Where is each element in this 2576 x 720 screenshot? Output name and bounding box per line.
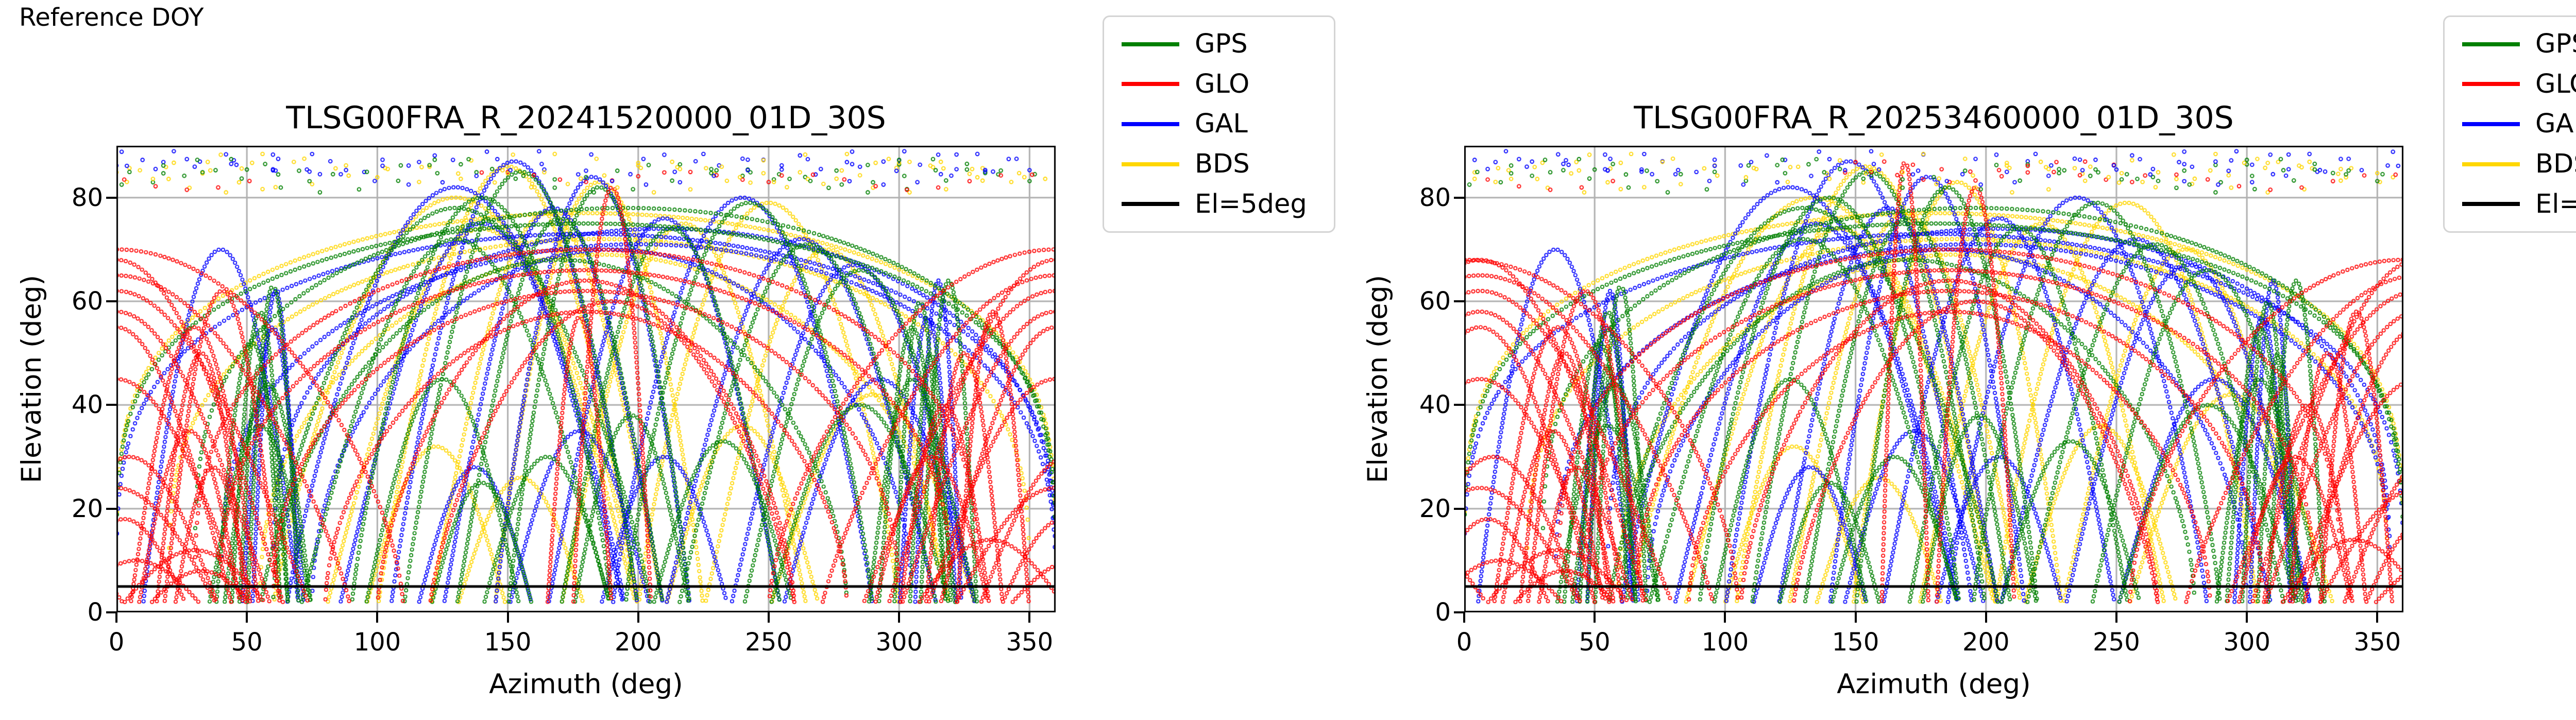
- subplot-1-title: TLSG00FRA_R_20241520000_01D_30S: [286, 100, 886, 136]
- legend-entry-bds: BDS: [1122, 151, 1334, 177]
- legend-label: GPS: [2535, 29, 2576, 60]
- x-tick-label: 150: [484, 628, 532, 657]
- legend-label: GLO: [2535, 68, 2576, 99]
- x-tick-label: 200: [614, 628, 662, 657]
- y-tick-label: 40: [71, 390, 103, 420]
- x-tick-mark: [246, 612, 248, 623]
- y-tick-mark: [106, 611, 116, 613]
- x-tick-mark: [898, 612, 901, 623]
- x-tick-mark: [1594, 612, 1596, 623]
- legend-line-sample: [1122, 42, 1179, 46]
- x-tick-mark: [1724, 612, 1726, 623]
- legend-line-sample: [2462, 122, 2520, 126]
- x-tick-mark: [1854, 612, 1857, 623]
- x-tick-mark: [637, 612, 639, 623]
- x-tick-label: 350: [2353, 628, 2401, 657]
- legend-label: El=5deg: [2535, 188, 2576, 219]
- legend-line-sample: [2462, 42, 2520, 46]
- legend-entry-el-5deg: El=5deg: [1122, 191, 1334, 217]
- x-tick-mark: [2115, 612, 2117, 623]
- x-tick-label: 50: [231, 628, 263, 657]
- subplot-1-plot-area: [116, 146, 1056, 612]
- subplot-2-plot-area: [1464, 146, 2403, 612]
- legend-entry-gps: GPS: [1122, 31, 1334, 57]
- legend-label: GPS: [1195, 29, 1248, 60]
- legend-label: BDS: [2535, 149, 2576, 180]
- y-tick-mark: [1454, 507, 1464, 510]
- figure-suptitle: Reference DOY: [19, 3, 204, 32]
- subplot-2-xaxis-label: Azimuth (deg): [1837, 668, 2031, 700]
- y-tick-mark: [106, 300, 116, 302]
- y-tick-mark: [1454, 300, 1464, 302]
- x-tick-label: 50: [1579, 628, 1611, 657]
- y-tick-mark: [106, 507, 116, 510]
- y-tick-label: 60: [71, 287, 103, 316]
- legend-entry-glo: GLO: [1122, 71, 1334, 97]
- x-tick-label: 200: [1962, 628, 2010, 657]
- y-tick-label: 20: [1419, 494, 1451, 523]
- x-tick-label: 100: [1701, 628, 1749, 657]
- x-tick-mark: [506, 612, 509, 623]
- y-tick-label: 60: [1419, 287, 1451, 316]
- legend-line-sample: [1122, 82, 1179, 87]
- y-tick-label: 0: [1435, 598, 1451, 627]
- x-tick-label: 300: [875, 628, 923, 657]
- x-tick-label: 0: [1456, 628, 1472, 657]
- legend-line-sample: [1122, 122, 1179, 126]
- legend-entry-glo: GLO: [2462, 71, 2576, 97]
- subplot-1-xaxis-label: Azimuth (deg): [489, 668, 683, 700]
- legend-line-sample: [2462, 82, 2520, 87]
- legend-label: BDS: [1195, 149, 1250, 180]
- x-tick-label: 250: [745, 628, 792, 657]
- legend-entry-gal: GAL: [1122, 111, 1334, 137]
- y-tick-mark: [1454, 404, 1464, 406]
- x-tick-label: 150: [1832, 628, 1879, 657]
- legend-label: El=5deg: [1195, 188, 1307, 219]
- legend-entry-gps: GPS: [2462, 31, 2576, 57]
- y-tick-mark: [1454, 196, 1464, 199]
- legend-line-sample: [2462, 162, 2520, 166]
- legend-label: GAL: [1195, 109, 1248, 140]
- legend-subplot-2: GPS GLO GAL BDS El=5deg: [2443, 15, 2576, 233]
- legend-label: GLO: [1195, 68, 1250, 99]
- y-tick-mark: [106, 196, 116, 199]
- x-tick-mark: [1463, 612, 1465, 623]
- x-tick-mark: [1985, 612, 1987, 623]
- x-tick-mark: [767, 612, 770, 623]
- x-tick-mark: [2246, 612, 2248, 623]
- x-tick-label: 300: [2223, 628, 2270, 657]
- x-tick-mark: [2376, 612, 2379, 623]
- y-tick-label: 0: [87, 598, 103, 627]
- legend-line-sample: [1122, 202, 1179, 207]
- x-tick-label: 0: [108, 628, 125, 657]
- y-tick-label: 20: [71, 494, 103, 523]
- y-tick-mark: [1454, 611, 1464, 613]
- y-tick-mark: [106, 404, 116, 406]
- legend-entry-bds: BDS: [2462, 151, 2576, 177]
- legend-entry-el-5deg: El=5deg: [2462, 191, 2576, 217]
- y-tick-label: 80: [1419, 183, 1451, 212]
- legend-subplot-1: GPS GLO GAL BDS El=5deg: [1103, 15, 1335, 233]
- x-tick-label: 100: [353, 628, 401, 657]
- y-tick-label: 80: [71, 183, 103, 212]
- legend-line-sample: [2462, 202, 2520, 207]
- subplot-2-title: TLSG00FRA_R_20253460000_01D_30S: [1634, 100, 2234, 136]
- x-tick-mark: [115, 612, 117, 623]
- x-tick-label: 250: [2093, 628, 2140, 657]
- legend-label: GAL: [2535, 109, 2576, 140]
- x-tick-mark: [376, 612, 379, 623]
- x-tick-label: 350: [1006, 628, 1054, 657]
- legend-entry-gal: GAL: [2462, 111, 2576, 137]
- x-tick-mark: [1028, 612, 1031, 623]
- y-tick-label: 40: [1419, 390, 1451, 420]
- legend-line-sample: [1122, 162, 1179, 166]
